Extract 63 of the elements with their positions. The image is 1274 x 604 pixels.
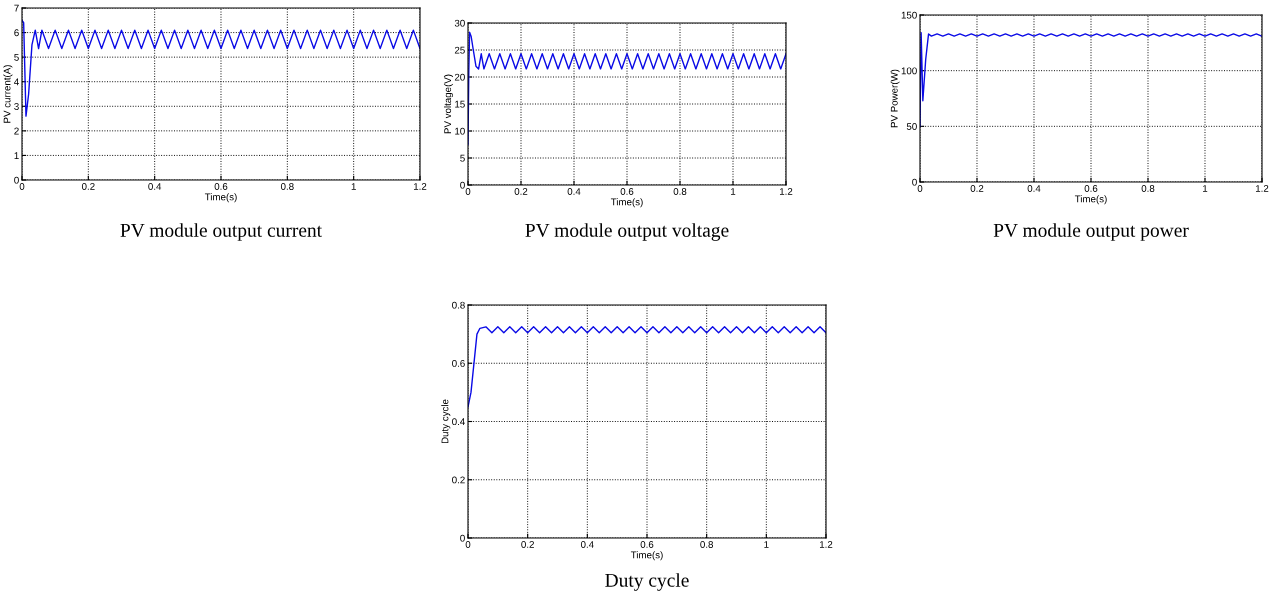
y-tick-label: 50 — [906, 123, 917, 130]
y-tick-label: 0 — [460, 534, 465, 542]
y-tick-label: 20 — [454, 73, 465, 81]
y-tick-label: 2 — [14, 127, 19, 135]
x-tick-label: 0.2 — [514, 188, 528, 195]
x-axis-title: Time(s) — [630, 551, 663, 561]
x-axis-title: Time(s) — [610, 198, 643, 208]
text: PV module output power — [993, 223, 1189, 241]
x-tick-label: 1.2 — [779, 188, 793, 195]
x-tick-label: 0 — [19, 183, 25, 190]
y-tick-label: 6 — [14, 29, 19, 37]
x-tick-label: 0 — [465, 541, 471, 548]
y-tick-label: 25 — [454, 46, 465, 54]
y-axis-title: PV Power(W) — [890, 69, 900, 128]
x-tick-label: 1 — [764, 541, 769, 548]
x-tick-label: 0.4 — [580, 541, 594, 548]
x-tick-label: 0 — [917, 185, 923, 192]
y-tick-label: 10 — [455, 127, 465, 135]
y-tick-label: 150 — [901, 11, 917, 19]
y-tick-label: 5 — [460, 154, 465, 162]
x-tick-label: 0.6 — [620, 188, 634, 195]
x-tick-label: 1 — [731, 188, 736, 195]
y-tick-label: 1 — [14, 152, 19, 159]
x-tick-label: 0.4 — [148, 183, 162, 190]
x-tick-label: 0.8 — [280, 183, 294, 190]
y-tick-label: 0.6 — [452, 359, 465, 367]
x-tick-label: 0.4 — [1027, 185, 1041, 192]
text: PV module output voltage — [525, 223, 729, 241]
y-tick-label: 100 — [901, 67, 917, 75]
text: Duty cycle — [605, 573, 689, 591]
y-tick-label: 15 — [455, 100, 465, 108]
text: PV module output current — [120, 223, 322, 241]
x-tick-label: 0.2 — [970, 185, 984, 192]
x-tick-label: 1.2 — [413, 183, 427, 190]
y-tick-label: 5 — [14, 53, 19, 61]
x-tick-label: 0.6 — [214, 183, 228, 190]
x-axis-title: Time(s) — [1074, 195, 1107, 205]
y-axis-title: Duty cycle — [441, 399, 451, 444]
y-tick-label: 0.4 — [452, 418, 465, 426]
x-tick-label: 0.8 — [673, 188, 687, 195]
y-axis-title: PV current(A) — [3, 65, 13, 123]
x-tick-label: 0.4 — [567, 188, 581, 195]
y-tick-label: 4 — [14, 78, 19, 86]
x-tick-label: 0.6 — [640, 541, 654, 548]
x-tick-label: 1.2 — [1255, 185, 1269, 192]
y-tick-label: 0.8 — [452, 301, 465, 309]
x-tick-label: 1 — [1203, 185, 1208, 192]
x-tick-label: 0.8 — [700, 541, 713, 548]
y-tick-label: 30 — [454, 19, 465, 27]
x-tick-label: 0.2 — [521, 541, 534, 548]
x-tick-label: 0.8 — [1141, 185, 1155, 192]
x-axis-title: Time(s) — [204, 193, 237, 203]
y-tick-label: 0.2 — [452, 476, 465, 484]
line-series — [22, 19, 420, 117]
y-tick-label: 7 — [14, 4, 19, 12]
x-tick-label: 1.2 — [819, 541, 833, 548]
x-tick-label: 0 — [465, 188, 471, 195]
x-tick-label: 0.6 — [1084, 185, 1098, 192]
y-axis-title: PV voltage(V) — [443, 74, 454, 134]
x-tick-label: 1 — [351, 183, 356, 190]
y-tick-label: 0 — [14, 176, 19, 184]
x-tick-label: 0.2 — [81, 183, 95, 190]
y-tick-label: 3 — [14, 103, 19, 110]
